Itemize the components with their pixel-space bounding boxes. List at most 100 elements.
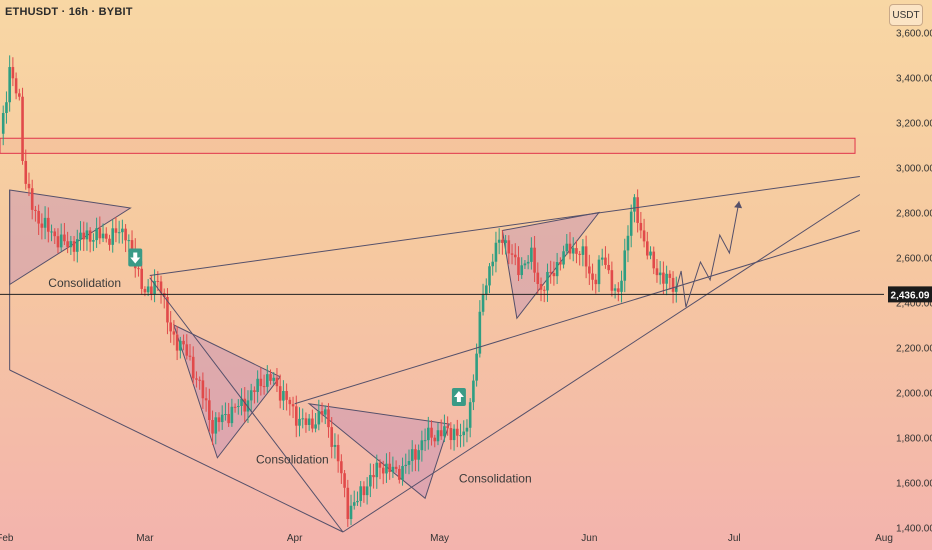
candle-body [204,398,208,401]
candle-body [658,272,662,276]
candle-body [455,428,459,436]
candle-body [504,240,507,243]
y-tick-label: 3,000.00 [896,164,932,175]
candle-body [530,247,533,262]
axis-layer: 1,400.00 1,600.00 1,800.00 2,000.00 2,200.00… [0,29,932,544]
candle-body [565,243,569,252]
candle-body [288,399,292,405]
candles-layer [1,55,678,527]
candle-body [510,253,514,255]
candle-body [182,340,185,345]
candle-body [92,240,95,242]
candle-body [11,67,15,79]
candle-body [169,322,172,332]
candle-body [629,211,633,236]
candle-body [5,102,8,113]
candle-body [330,427,334,447]
candle-body [243,398,247,412]
candle-body [285,391,288,400]
y-tick-label: 2,600.00 [896,254,932,265]
candle-body [520,265,524,276]
candle-body [317,411,321,425]
arrow-down-glyph [130,252,141,264]
candle-body [162,293,166,297]
candle-body [195,378,198,380]
candle-body [224,414,227,416]
candle-body [646,241,649,256]
consolidation-triangle-2 [173,324,281,459]
consolidation-label: Consolidation [459,472,532,486]
candle-body [311,418,314,429]
candle-body [175,334,179,351]
currency-unit-button[interactable]: USDT [889,4,923,26]
candle-body [365,486,369,496]
candle-body [671,277,675,292]
x-tick-label: Jul [728,533,741,544]
candle-body [72,241,76,252]
candle-body [439,430,443,437]
candle-body [275,377,279,387]
candle-body [282,391,285,401]
candle-body [179,340,182,351]
candle-body [53,231,57,237]
zone-layer [0,137,856,154]
candle-body [85,230,89,240]
candle-body [150,286,153,295]
candle-body [584,246,588,267]
candle-body [549,271,552,274]
candle-body [227,414,230,424]
candle-body [626,235,630,251]
candle-body [188,355,192,357]
candle-body [555,262,559,277]
candle-body [69,241,73,248]
candle-body [391,466,395,472]
candle-body [153,280,156,295]
annotation-layer: Consolidation Consolidation Consolidation [48,248,532,486]
candle-body [8,67,11,103]
candle-body [430,427,433,438]
candle-body [249,390,253,401]
chart-header-title: ETHUSDT · 16h · BYBIT [5,6,133,18]
candle-body [507,240,511,254]
candle-body [230,406,234,424]
candle-body [668,273,672,278]
candle-body [398,468,401,480]
candle-body [75,239,79,252]
candle-body [63,234,66,242]
candle-body [465,427,469,432]
candle-body [217,417,221,423]
candle-body [610,270,614,291]
candle-body [546,271,549,291]
trendline-4 [149,277,344,533]
candle-body [597,259,601,285]
candle-body [526,261,530,264]
candle-body [301,418,305,420]
candle-body [375,462,379,478]
candle-body [340,461,343,474]
candle-body [433,437,437,442]
candle-body [327,409,330,428]
consolidation-label: Consolidation [256,452,329,466]
candle-body [314,424,317,429]
candle-body [220,414,224,423]
candle-body [446,426,449,429]
candle-body [349,505,353,520]
candle-body [588,266,591,274]
candle-body [533,247,536,273]
candle-body [600,257,604,260]
consolidation-triangle-3 [307,402,450,500]
candle-body [333,444,337,447]
candle-body [427,427,430,441]
candle-body [159,281,163,294]
candle-body [307,418,311,425]
current-price-tag [888,286,932,303]
candle-body [1,112,5,134]
candle-body [117,232,121,234]
candle-body [269,374,272,381]
supply-zone-rect [0,137,856,154]
candle-body [265,374,269,387]
candle-body [143,288,147,293]
candle-body [95,228,98,241]
candle-body [208,400,211,420]
